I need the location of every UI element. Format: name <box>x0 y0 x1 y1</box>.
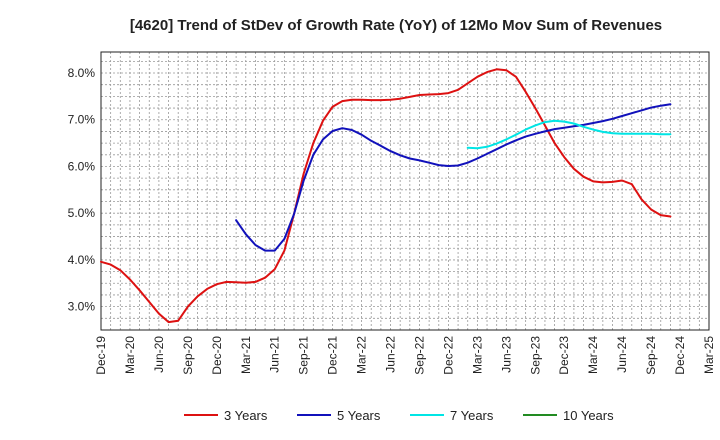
x-tick-label: Mar-21 <box>239 336 253 374</box>
x-tick-label: Sep-23 <box>528 336 542 375</box>
x-tick-label: Sep-21 <box>297 336 311 375</box>
legend-label-10-years: 10 Years <box>563 408 614 423</box>
x-tick-label: Mar-20 <box>123 336 137 374</box>
plot-area <box>101 52 709 330</box>
series-line-5-years <box>235 103 672 252</box>
x-axis-tick-labels: Dec-19 Mar-20 Jun-20 Sep-20 Dec-20 Mar-21 Jun-… <box>94 336 716 375</box>
x-tick-label: Mar-23 <box>470 336 484 374</box>
x-tick-label: Jun-20 <box>152 336 166 373</box>
legend-label-3-years: 3 Years <box>224 408 268 423</box>
x-tick-label: Sep-22 <box>412 336 426 375</box>
y-tick-label: 6.0% <box>68 159 96 173</box>
y-tick-label: 3.0% <box>68 300 96 314</box>
x-tick-label: Jun-21 <box>268 336 282 373</box>
x-tick-label: Sep-20 <box>181 336 195 375</box>
legend: 3 Years 5 Years 7 Years 10 Years <box>184 408 614 423</box>
x-tick-label: Mar-22 <box>355 336 369 374</box>
plot-frame <box>100 51 710 331</box>
y-tick-label: 8.0% <box>68 66 96 80</box>
y-axis-tick-labels: 3.0% 4.0% 5.0% 6.0% 7.0% 8.0% <box>68 66 96 314</box>
series-line-3-years <box>100 68 672 324</box>
grid-lines <box>101 52 709 330</box>
x-tick-label: Dec-20 <box>210 336 224 375</box>
chart-title: [4620] Trend of StDev of Growth Rate (Yo… <box>130 17 662 34</box>
series-lines <box>100 68 672 324</box>
x-tick-label: Dec-19 <box>94 336 108 375</box>
x-tick-label: Dec-21 <box>326 336 340 375</box>
y-tick-label: 4.0% <box>68 253 96 267</box>
legend-label-5-years: 5 Years <box>337 408 381 423</box>
x-tick-label: Jun-24 <box>615 336 629 373</box>
y-tick-label: 7.0% <box>68 113 96 127</box>
x-tick-label: Jun-22 <box>384 336 398 373</box>
legend-label-7-years: 7 Years <box>450 408 494 423</box>
x-tick-label: Mar-24 <box>586 336 600 374</box>
series-line-7-years <box>466 119 672 150</box>
x-tick-label: Dec-24 <box>673 336 687 375</box>
x-tick-label: Dec-23 <box>557 336 571 375</box>
y-tick-label: 5.0% <box>68 206 96 220</box>
x-tick-label: Dec-22 <box>441 336 455 375</box>
x-tick-label: Jun-23 <box>499 336 513 373</box>
x-tick-label: Mar-25 <box>702 336 716 374</box>
x-tick-label: Sep-24 <box>644 336 658 375</box>
